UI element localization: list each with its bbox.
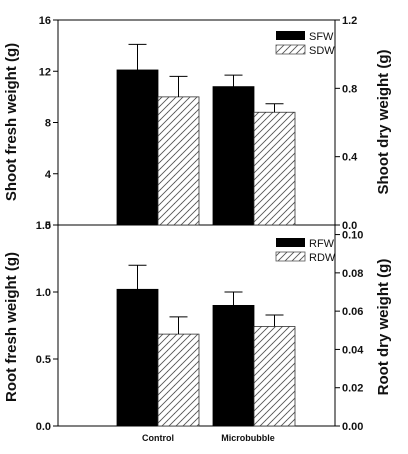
legend-label-sfw: SFW bbox=[309, 31, 334, 43]
legend-swatch-sfw bbox=[276, 31, 305, 40]
bottom-right-tick-label: 0.08 bbox=[342, 268, 363, 280]
top-left-tick-label: 4 bbox=[45, 169, 52, 181]
category-label-microbubble: Microbubble bbox=[221, 433, 275, 443]
bottom-left-tick-label: 1.5 bbox=[36, 220, 51, 232]
bottom-right-tick-label: 0.04 bbox=[342, 344, 364, 356]
top-right-axis-label: Shoot dry weight (g) bbox=[375, 50, 392, 195]
bottom-right-tick-label: 0.02 bbox=[342, 383, 363, 395]
rdw-bar-microbubble bbox=[253, 326, 296, 427]
legend-swatch-sdw bbox=[275, 44, 306, 55]
rfw-bar-control bbox=[116, 288, 159, 427]
bottom-right-tick-label: 0.06 bbox=[342, 306, 363, 318]
rdw-bar-control bbox=[157, 333, 200, 427]
top-left-axis-label: Shoot fresh weight (g) bbox=[3, 43, 20, 201]
top-left-tick-label: 16 bbox=[39, 15, 51, 27]
bottom-left-axis-label: Root fresh weight (g) bbox=[3, 252, 20, 402]
bottom-left-tick-label: 0.5 bbox=[36, 354, 51, 366]
bottom-right-axis-label: Root dry weight (g) bbox=[375, 259, 392, 396]
bottom-left-tick-label: 1.0 bbox=[36, 287, 51, 299]
top-right-tick-label: 1.2 bbox=[342, 15, 357, 27]
legend-label-rdw: RDW bbox=[309, 252, 336, 264]
bottom-left-tick-label: 0.0 bbox=[36, 421, 51, 433]
top-left-tick-label: 12 bbox=[39, 66, 51, 78]
sfw-bar-microbubble bbox=[212, 86, 255, 226]
sfw-bar-control bbox=[116, 69, 159, 226]
sdw-bar-microbubble bbox=[253, 111, 296, 226]
rfw-bar-microbubble bbox=[212, 304, 255, 427]
top-right-tick-label: 0.4 bbox=[342, 152, 358, 164]
category-label-control: Control bbox=[142, 433, 174, 443]
sdw-bar-control bbox=[157, 96, 200, 226]
top-right-tick-label: 0.8 bbox=[342, 83, 357, 95]
bottom-right-tick-label: 0.10 bbox=[342, 230, 363, 242]
bottom-right-tick-label: 0.00 bbox=[342, 421, 363, 433]
legend-swatch-rdw bbox=[275, 251, 306, 262]
top-legend: SFW SDW bbox=[275, 31, 335, 57]
legend-label-rfw: RFW bbox=[309, 238, 335, 250]
top-left-tick-label: 8 bbox=[45, 118, 51, 130]
legend-swatch-rfw bbox=[276, 238, 305, 247]
top-left-tick-label: 0 bbox=[45, 220, 51, 232]
top-right-tick-label: 0.0 bbox=[342, 220, 357, 232]
legend-label-sdw: SDW bbox=[309, 45, 335, 57]
bottom-legend: RFW RDW bbox=[275, 238, 336, 264]
